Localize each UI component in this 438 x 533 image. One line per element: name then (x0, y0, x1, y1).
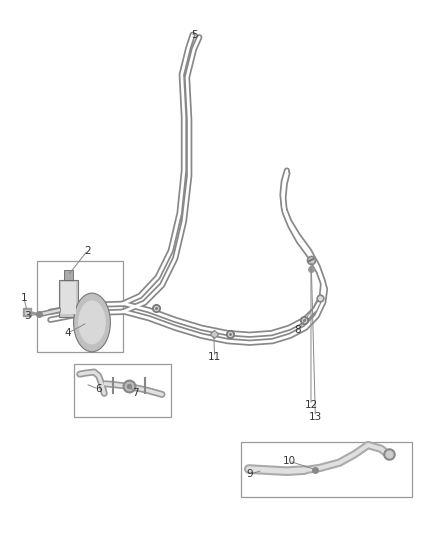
Bar (74, 364, 171, 417)
Text: 2: 2 (84, 246, 91, 255)
Text: 11: 11 (208, 352, 221, 362)
Bar (64, 270, 73, 280)
Bar (61, 282, 76, 314)
Text: 10: 10 (283, 456, 296, 466)
Text: 4: 4 (64, 328, 71, 338)
Text: 12: 12 (304, 400, 318, 410)
Text: 9: 9 (246, 470, 253, 479)
Bar (59, 280, 78, 317)
Text: 13: 13 (309, 412, 322, 422)
Bar (37, 261, 123, 352)
Ellipse shape (78, 301, 106, 344)
Text: 3: 3 (24, 311, 31, 320)
Text: 6: 6 (95, 384, 102, 394)
Text: 8: 8 (294, 326, 301, 335)
Text: 7: 7 (132, 389, 139, 398)
Bar (241, 442, 412, 497)
Text: 5: 5 (191, 30, 198, 39)
Text: 1: 1 (21, 294, 28, 303)
Ellipse shape (74, 293, 110, 352)
